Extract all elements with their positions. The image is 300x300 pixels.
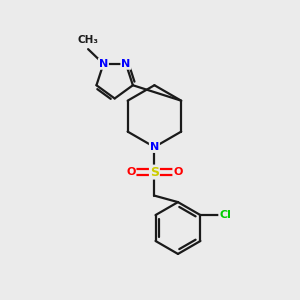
Text: N: N: [121, 59, 130, 69]
Text: S: S: [150, 166, 159, 178]
Text: CH₃: CH₃: [78, 35, 99, 45]
Text: O: O: [173, 167, 183, 177]
Text: N: N: [150, 142, 159, 152]
Text: Cl: Cl: [219, 210, 231, 220]
Text: O: O: [126, 167, 136, 177]
Text: N: N: [99, 59, 108, 69]
